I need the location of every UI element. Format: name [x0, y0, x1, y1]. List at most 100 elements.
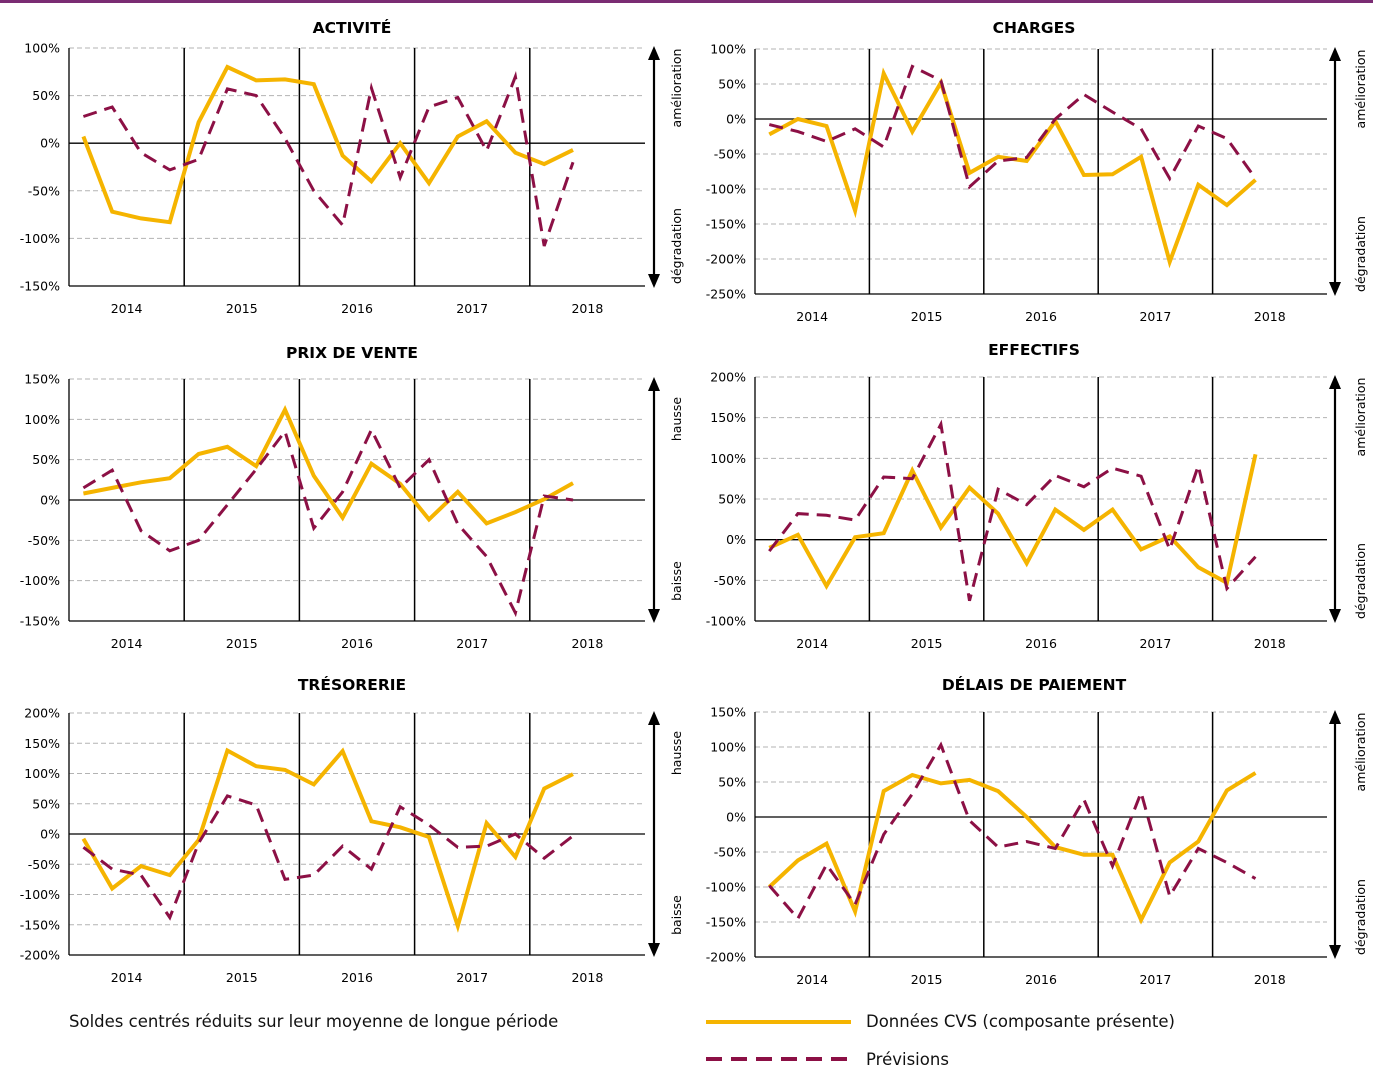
indicator-arrow-down-head — [648, 609, 660, 623]
x-tick-label: 2014 — [111, 301, 143, 316]
y-tick-label: 100% — [710, 740, 746, 755]
indicator-label-down: baisse — [669, 895, 684, 935]
y-tick-label: 0% — [726, 112, 746, 127]
series-line-forecast — [768, 419, 1257, 602]
x-tick-label: 2018 — [1254, 972, 1286, 987]
y-tick-label: -50% — [28, 857, 60, 872]
y-tick-label: 50% — [32, 796, 60, 811]
y-tick-label: 150% — [24, 372, 60, 387]
x-tick-label: 2018 — [1254, 636, 1286, 651]
chart-title: PRIX DE VENTE — [286, 344, 418, 362]
y-tick-label: -200% — [20, 948, 60, 963]
y-tick-label: -200% — [706, 252, 746, 267]
y-tick-label: -150% — [20, 614, 60, 629]
indicator-arrow-up-head — [1329, 375, 1341, 389]
y-tick-label: 150% — [710, 705, 746, 720]
y-tick-label: 100% — [710, 451, 746, 466]
indicator-label-up: amélioration — [1353, 713, 1368, 792]
y-tick-label: 200% — [24, 706, 60, 721]
x-tick-label: 2018 — [571, 301, 603, 316]
chart-title: ACTIVITÉ — [313, 18, 392, 37]
x-tick-label: 2017 — [1139, 636, 1171, 651]
indicator-arrow-down-head — [648, 274, 660, 288]
indicator-label-up: hausse — [669, 731, 684, 776]
x-tick-label: 2016 — [341, 301, 373, 316]
x-tick-label: 2014 — [111, 636, 143, 651]
y-tick-label: -100% — [706, 182, 746, 197]
series-line-forecast — [82, 794, 574, 921]
x-tick-label: 2016 — [1025, 972, 1057, 987]
y-tick-label: 200% — [710, 370, 746, 385]
chart-panel-1: ACTIVITÉ -150% -100% -50% 0% 50% 100% 2014 2015 2… — [20, 18, 684, 316]
y-tick-label: 150% — [24, 736, 60, 751]
y-tick-label: -150% — [20, 279, 60, 294]
x-tick-label: 2014 — [111, 970, 143, 985]
y-tick-label: -50% — [714, 845, 746, 860]
x-tick-label: 2015 — [911, 972, 943, 987]
series-line-forecast — [768, 741, 1257, 922]
x-tick-label: 2015 — [226, 301, 258, 316]
y-tick-label: 50% — [718, 77, 746, 92]
indicator-label-down: baisse — [669, 561, 684, 601]
y-tick-label: -150% — [706, 217, 746, 232]
series-line-cvs — [81, 64, 574, 225]
x-tick-label: 2015 — [911, 636, 943, 651]
y-tick-label: 100% — [24, 766, 60, 781]
y-tick-label: 100% — [24, 412, 60, 427]
y-tick-label: -50% — [714, 147, 746, 162]
x-tick-label: 2018 — [1254, 309, 1286, 324]
series-line-cvs — [768, 453, 1258, 591]
chart-title: EFFECTIFS — [988, 341, 1080, 359]
x-tick-label: 2016 — [341, 970, 373, 985]
x-tick-label: 2017 — [456, 636, 488, 651]
chart-panel-3: PRIX DE VENTE -150% -100% -50% 0% 50% 100% 150%… — [20, 344, 684, 651]
y-tick-label: 50% — [718, 775, 746, 790]
x-tick-label: 2014 — [796, 972, 828, 987]
indicator-label-down: dégradation — [669, 208, 684, 284]
y-tick-label: 150% — [710, 410, 746, 425]
y-tick-label: -100% — [20, 231, 60, 246]
indicator-arrow-up-head — [1329, 710, 1341, 724]
y-tick-label: 50% — [718, 492, 746, 507]
chart-panel-2: CHARGES -250% -200% -150% -100% -50% 0% 50% 100%… — [706, 19, 1368, 324]
series-line-forecast — [82, 426, 574, 618]
top-accent-rule — [0, 0, 1373, 3]
y-tick-label: -150% — [20, 917, 60, 932]
indicator-arrow-down-head — [1329, 282, 1341, 296]
chart-panel-6: DÉLAIS DE PAIEMENT -200% -150% -100% -50% 0% 5… — [706, 675, 1368, 987]
legend-cvs-label: Données CVS (composante présente) — [866, 1012, 1175, 1031]
chart-title: TRÉSORERIE — [298, 675, 406, 694]
y-tick-label: 50% — [32, 452, 60, 467]
y-tick-label: -150% — [706, 915, 746, 930]
indicator-label-up: hausse — [669, 397, 684, 442]
y-tick-label: 0% — [40, 493, 60, 508]
indicator-arrow-down-head — [1329, 945, 1341, 959]
indicator-label-up: amélioration — [1353, 50, 1368, 129]
x-tick-label: 2016 — [1025, 636, 1057, 651]
indicator-arrow-up-head — [648, 46, 660, 60]
x-tick-label: 2018 — [571, 970, 603, 985]
y-tick-label: -100% — [20, 573, 60, 588]
x-tick-label: 2015 — [911, 309, 943, 324]
y-tick-label: 0% — [40, 136, 60, 151]
x-tick-label: 2016 — [1025, 309, 1057, 324]
y-tick-label: 0% — [726, 810, 746, 825]
y-tick-label: 100% — [710, 42, 746, 57]
indicator-arrow-up-head — [1329, 47, 1341, 61]
series-line-forecast — [768, 64, 1257, 190]
y-tick-label: 0% — [40, 827, 60, 842]
series-line-cvs — [81, 747, 574, 933]
indicator-label-down: dégradation — [1353, 543, 1368, 619]
x-tick-label: 2017 — [456, 301, 488, 316]
indicator-label-down: dégradation — [1353, 879, 1368, 955]
indicator-label-up: amélioration — [669, 49, 684, 128]
x-tick-label: 2018 — [571, 636, 603, 651]
x-tick-label: 2014 — [796, 309, 828, 324]
y-tick-label: -50% — [714, 573, 746, 588]
y-tick-label: -100% — [706, 614, 746, 629]
y-tick-label: -100% — [20, 887, 60, 902]
indicator-label-up: amélioration — [1353, 378, 1368, 457]
x-tick-label: 2017 — [1139, 972, 1171, 987]
series-line-cvs — [83, 405, 574, 526]
y-tick-label: -200% — [706, 950, 746, 965]
